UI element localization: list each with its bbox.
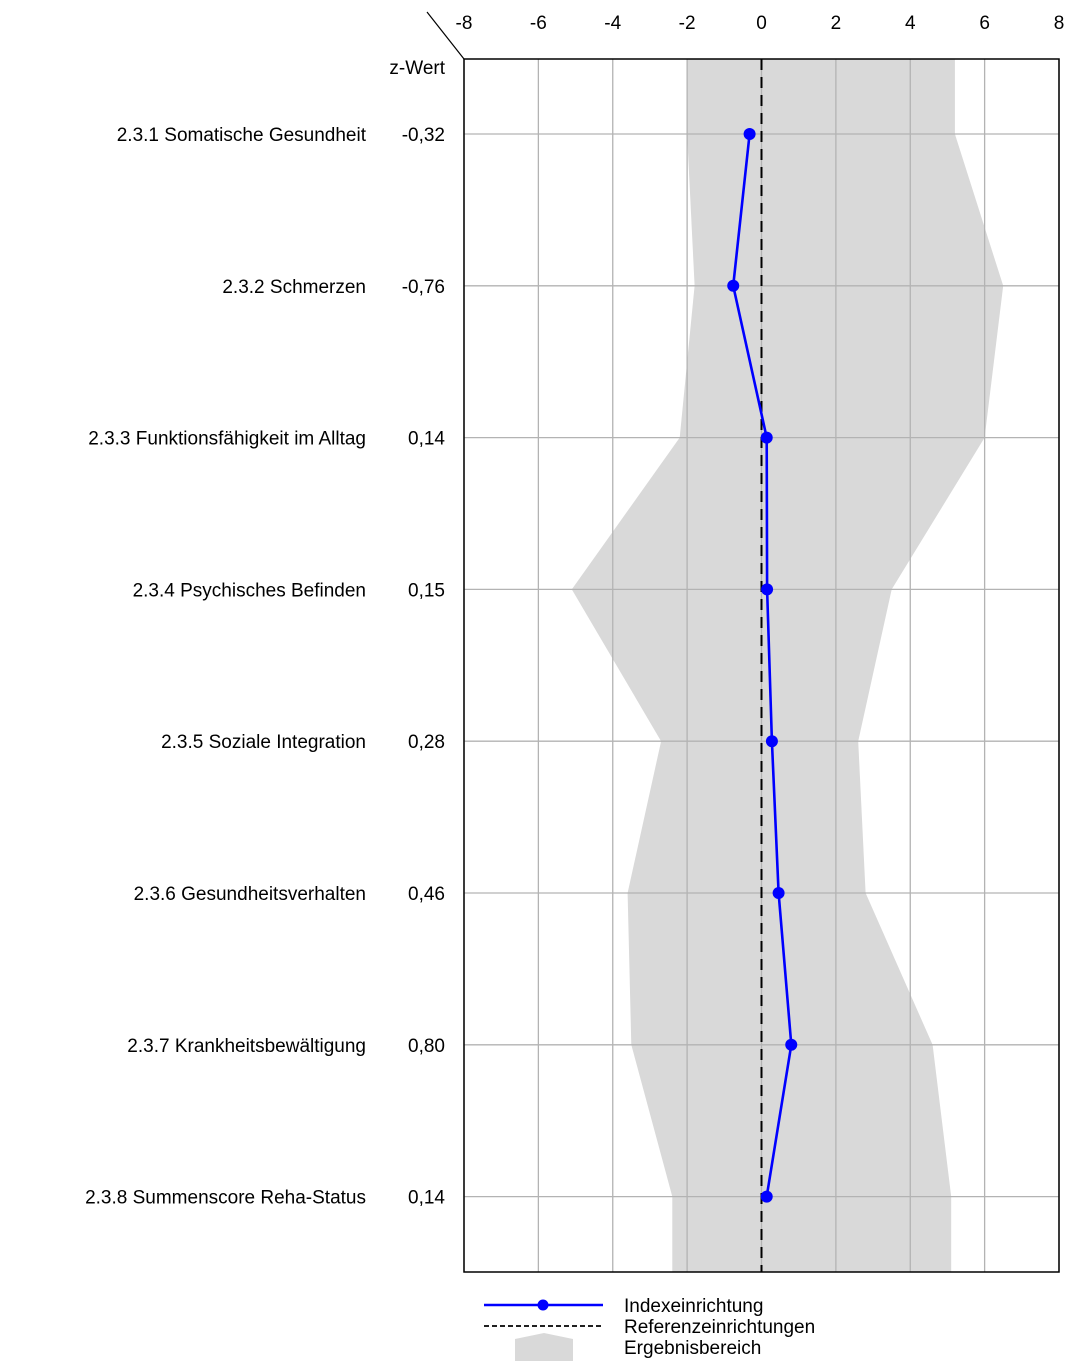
x-tick-label: -4 (604, 13, 621, 34)
value-label: -0,76 (402, 277, 445, 298)
series-point (785, 1038, 798, 1051)
category-label: 2.3.1 Somatische Gesundheit (117, 125, 367, 146)
category-label: 2.3.2 Schmerzen (222, 277, 366, 298)
category-label: 2.3.7 Krankheitsbewältigung (127, 1036, 366, 1057)
value-label: 0,14 (408, 429, 445, 450)
series-point (760, 431, 773, 444)
x-tick-label: 8 (1054, 13, 1065, 34)
value-label: -0,32 (402, 125, 445, 146)
value-label: 0,15 (408, 580, 445, 601)
series-line-indexeinrichtung (731, 133, 793, 1197)
x-tick-label: -6 (530, 13, 547, 34)
x-tick-label: -8 (456, 13, 473, 34)
category-label: 2.3.5 Soziale Integration (161, 732, 366, 753)
value-column-header: z-Wert (389, 58, 445, 79)
x-tick-label: -2 (679, 13, 696, 34)
legend-swatch-ergebnisbereich (515, 1339, 573, 1361)
category-label: 2.3.4 Psychisches Befinden (133, 580, 366, 601)
series-point (727, 279, 740, 292)
legend-marker-indexeinrichtung (537, 1299, 549, 1311)
series-point (761, 583, 774, 596)
legend-label-indexeinrichtung: Indexeinrichtung (624, 1296, 763, 1317)
legend-swatch-ergebnisbereich-tip (515, 1333, 573, 1339)
series-point (772, 887, 785, 899)
series-point (765, 735, 778, 748)
category-label: 2.3.3 Funktionsfähigkeit im Alltag (88, 429, 366, 450)
legend-label-referenzeinrichtungen: Referenzeinrichtungen (624, 1317, 815, 1338)
plot-frame (463, 58, 1060, 1273)
legend-label-ergebnisbereich: Ergebnisbereich (624, 1338, 761, 1359)
category-label: 2.3.6 Gesundheitsverhalten (134, 884, 366, 905)
category-label: 2.3.8 Summenscore Reha-Status (85, 1188, 366, 1209)
x-tick-label: 2 (831, 13, 842, 34)
x-tick-label: 4 (905, 13, 916, 34)
x-tick-label: 6 (979, 13, 990, 34)
series-point (743, 128, 756, 140)
result-range-band (571, 59, 1004, 1272)
value-label: 0,80 (408, 1036, 445, 1057)
series-point (760, 1190, 773, 1203)
corner-diagonal (426, 11, 465, 60)
value-label: 0,28 (408, 732, 445, 753)
x-tick-label: 0 (756, 13, 767, 34)
value-label: 0,46 (408, 884, 445, 905)
value-label: 0,14 (408, 1188, 445, 1209)
